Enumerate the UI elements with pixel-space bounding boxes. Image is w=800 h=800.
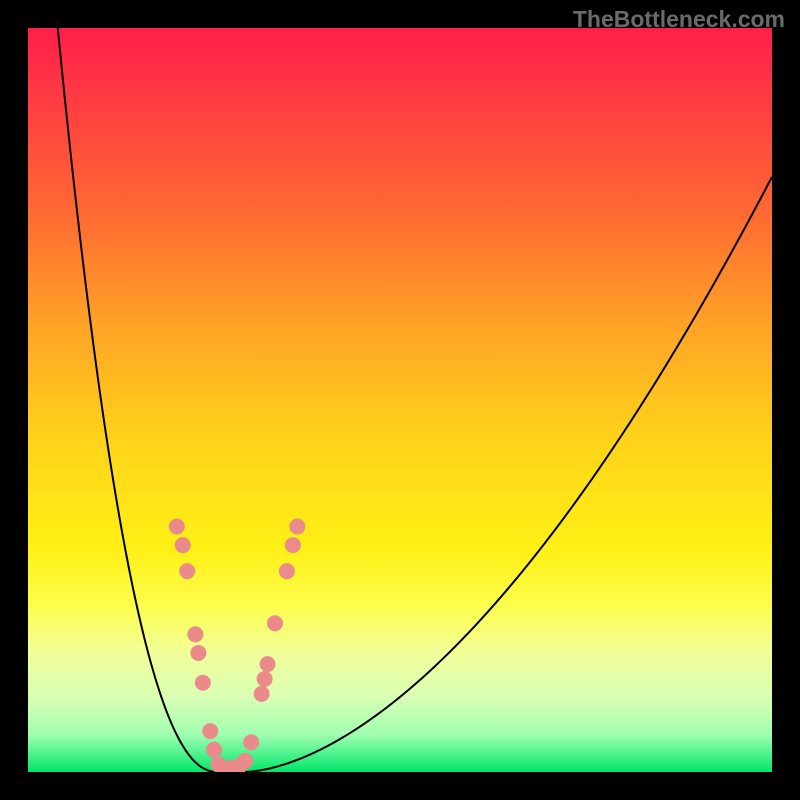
marker-point [254,686,269,701]
marker-point [191,645,206,660]
chart-svg [28,28,772,772]
gradient-background [28,28,772,772]
watermark-text: TheBottleneck.com [573,6,785,33]
marker-point [207,742,222,757]
marker-point [257,672,272,687]
marker-point [260,657,275,672]
marker-point [203,724,218,739]
marker-point [238,753,253,768]
marker-point [188,627,203,642]
marker-point [175,538,190,553]
marker-point [279,564,294,579]
marker-point [290,519,305,534]
marker-point [244,735,259,750]
chart-plot-area [28,28,772,772]
marker-point [169,519,184,534]
marker-point [268,616,283,631]
marker-point [195,675,210,690]
marker-point [180,564,195,579]
marker-point [285,538,300,553]
